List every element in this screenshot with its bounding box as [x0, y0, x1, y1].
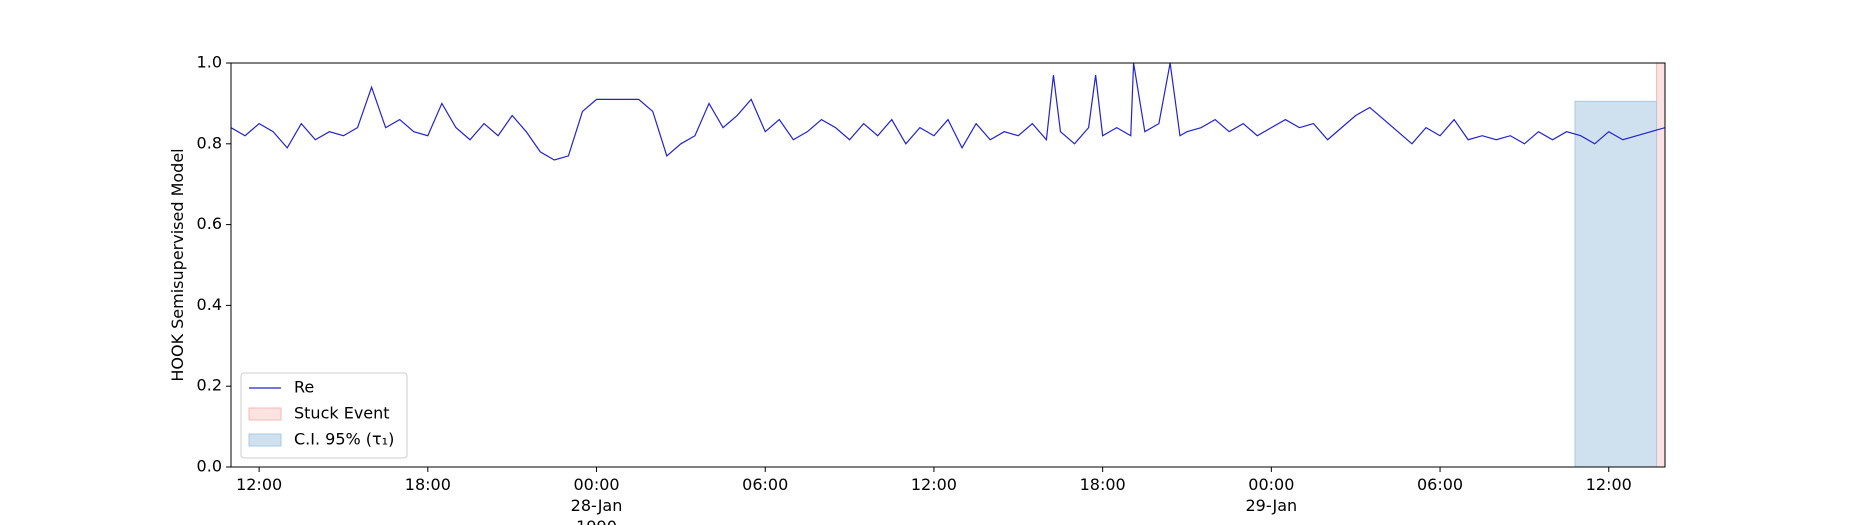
- legend-label: Stuck Event: [294, 404, 390, 423]
- shaded-span: [1574, 100, 1658, 467]
- legend-patch: [248, 407, 282, 421]
- legend-label: C.I. 95% (τ₁): [294, 430, 394, 449]
- x-tick-label: 12:00: [1586, 475, 1632, 494]
- x-tick-label: 18:00: [1080, 475, 1126, 494]
- x-tick-label: 18:00: [405, 475, 451, 494]
- x-tick-label: 00:00 29-Jan: [1246, 475, 1298, 515]
- x-tick-label: 06:00: [742, 475, 788, 494]
- data-line: [231, 63, 1665, 161]
- y-tick-label: 1.0: [197, 53, 222, 72]
- y-tick-label: 0.0: [197, 457, 222, 476]
- legend-label: Re: [294, 378, 314, 397]
- x-tick-label: 12:00: [236, 475, 282, 494]
- legend-box: [240, 372, 408, 459]
- y-axis-label: HOOK Semisupervised Model: [168, 148, 187, 381]
- legend-patch: [248, 433, 282, 447]
- y-tick-label: 0.8: [197, 133, 222, 152]
- shaded-span: [1656, 63, 1665, 467]
- x-tick-label: 06:00: [1417, 475, 1463, 494]
- plot-area: [231, 63, 1665, 467]
- y-tick-label: 0.4: [197, 295, 222, 314]
- legend: Re Stuck Event C.I. 95% (τ₁): [240, 372, 408, 459]
- x-tick-label: 12:00: [911, 475, 957, 494]
- y-tick-label: 0.6: [197, 214, 222, 233]
- y-tick-label: 0.2: [197, 376, 222, 395]
- axes-frame: [230, 62, 1666, 468]
